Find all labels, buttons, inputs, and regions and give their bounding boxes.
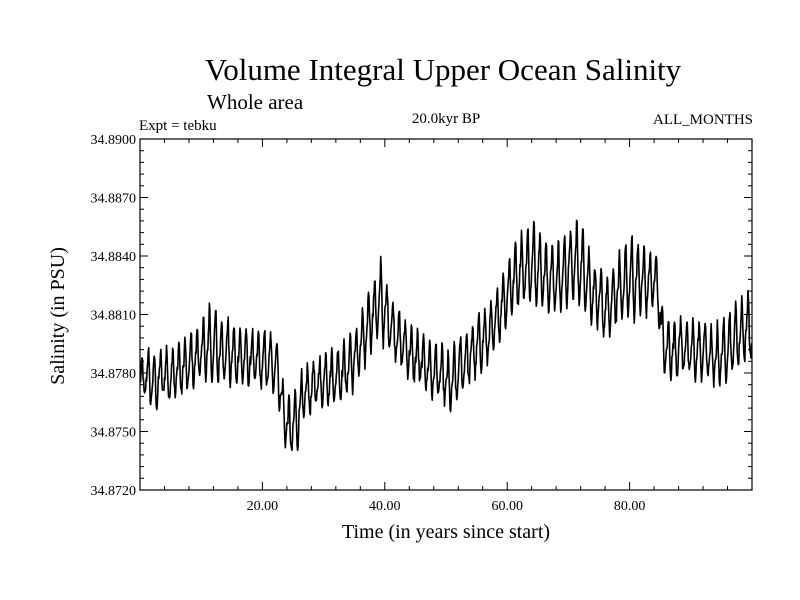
chart-subtitle: Whole area: [207, 90, 304, 114]
y-tick-label: 34.8810: [91, 309, 137, 324]
period-label: 20.0kyr BP: [412, 111, 480, 127]
experiment-label: Expt = tebku: [139, 118, 217, 134]
tick-labels: 34.8720 34.8750 34.8780 34.8810 34.8840 34.88…: [91, 133, 646, 514]
y-tick-label: 34.8750: [91, 426, 137, 441]
y-tick-label: 34.8900: [91, 133, 137, 148]
y-tick-label: 34.8840: [91, 250, 137, 265]
x-axis-title: Time (in years since start): [342, 521, 550, 543]
y-axis-title: Salinity (in PSU): [47, 247, 69, 385]
months-label: ALL_MONTHS: [653, 112, 753, 128]
x-tick-label: 60.00: [491, 499, 523, 514]
plot-area-frame: [139, 138, 753, 491]
y-tick-label: 34.8870: [91, 192, 137, 207]
x-tick-label: 40.00: [369, 499, 401, 514]
x-tick-label: 80.00: [614, 499, 646, 514]
salinity-series-line: [139, 219, 753, 452]
chart-title: Volume Integral Upper Ocean Salinity: [205, 52, 682, 87]
y-tick-label: 34.8720: [91, 484, 137, 499]
x-tick-label: 20.00: [247, 499, 279, 514]
y-tick-label: 34.8780: [91, 367, 137, 382]
